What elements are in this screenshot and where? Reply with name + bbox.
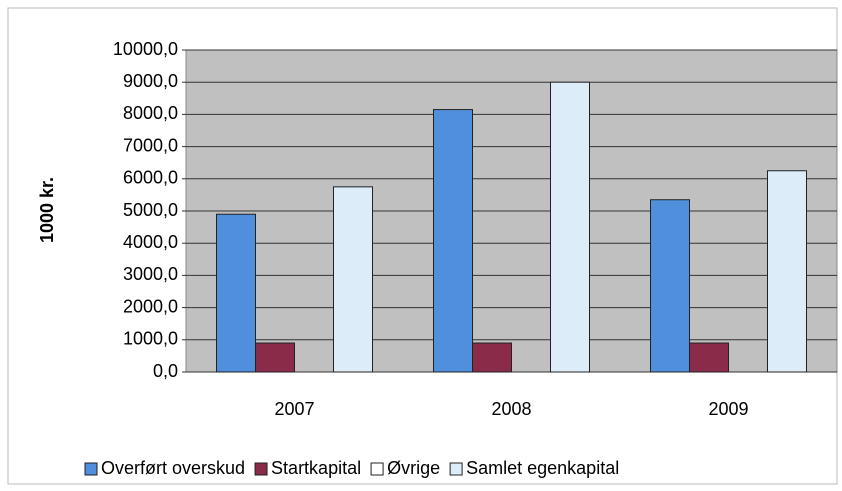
y-tick-label: 8000,0: [123, 103, 178, 123]
y-tick-label: 9000,0: [123, 71, 178, 91]
y-tick-label: 7000,0: [123, 135, 178, 155]
bar: [255, 342, 295, 373]
y-tick-label: 0,0: [153, 361, 178, 381]
x-tick-label: 2007: [274, 399, 314, 419]
y-tick-label: 10000,0: [113, 39, 178, 59]
y-tick-label: 5000,0: [123, 200, 178, 220]
legend-swatch: [254, 462, 268, 476]
legend-swatch: [370, 462, 384, 476]
bar: [550, 81, 590, 373]
x-tick-label: 2009: [708, 399, 748, 419]
legend-label: Overført overskud: [101, 458, 245, 478]
y-tick-label: 1000,0: [123, 329, 178, 349]
y-tick-label: 2000,0: [123, 296, 178, 316]
y-tick-label: 3000,0: [123, 264, 178, 284]
legend-label: Samlet egenkapital: [466, 458, 619, 478]
legend-swatch: [449, 462, 463, 476]
bar: [333, 186, 373, 373]
bar: [650, 199, 690, 373]
bar: [433, 109, 473, 373]
bar: [472, 342, 512, 373]
bar: [689, 342, 729, 373]
x-tick-label: 2008: [491, 399, 531, 419]
bar: [767, 170, 807, 373]
bar: [216, 213, 256, 373]
legend-label: Startkapital: [271, 458, 361, 478]
y-axis-label: 1000 kr.: [37, 177, 57, 243]
y-tick-label: 4000,0: [123, 232, 178, 252]
legend-label: Øvrige: [387, 458, 440, 478]
legend-swatch: [84, 462, 98, 476]
y-tick-label: 6000,0: [123, 168, 178, 188]
